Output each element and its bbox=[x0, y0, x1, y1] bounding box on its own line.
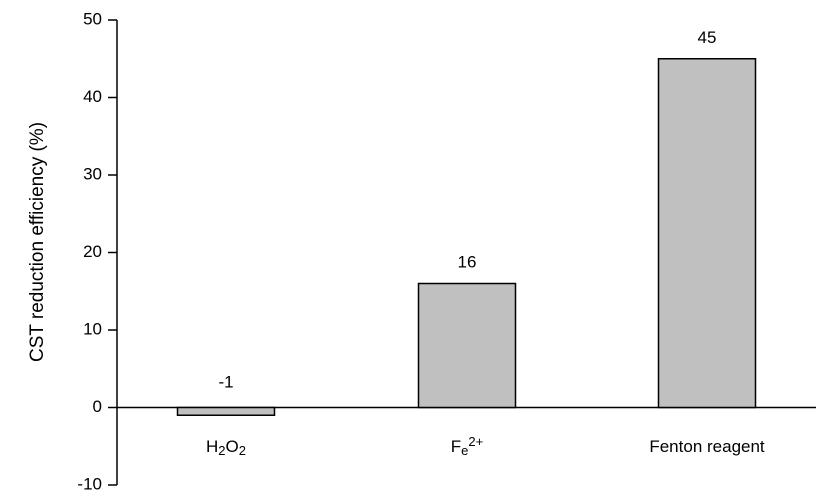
y-tick-label: 50 bbox=[83, 9, 102, 28]
data-label: 16 bbox=[458, 253, 477, 272]
y-tick-label: 30 bbox=[83, 164, 102, 183]
bar-2 bbox=[417, 282, 517, 409]
y-tick-label: -10 bbox=[77, 474, 102, 493]
bar-3 bbox=[657, 58, 757, 409]
y-tick-label: 10 bbox=[83, 319, 102, 338]
data-label: -1 bbox=[218, 373, 233, 392]
category-label: Fenton reagent bbox=[649, 437, 765, 456]
y-tick-label: 40 bbox=[83, 87, 102, 106]
category-label: H2O2 bbox=[206, 437, 246, 458]
bar-1 bbox=[176, 406, 276, 416]
y-tick-label: 20 bbox=[83, 242, 102, 261]
y-axis-title: CST reduction efficiency (%) bbox=[27, 122, 48, 362]
y-tick-label: 0 bbox=[93, 397, 102, 416]
data-label: 45 bbox=[698, 28, 717, 47]
bars bbox=[176, 58, 757, 416]
labels: -10 0 10 20 30 40 50 -1 H2O2 16 Fe2+ 45 Fenton reage… bbox=[77, 9, 765, 493]
category-label: Fe2+ bbox=[451, 434, 483, 458]
